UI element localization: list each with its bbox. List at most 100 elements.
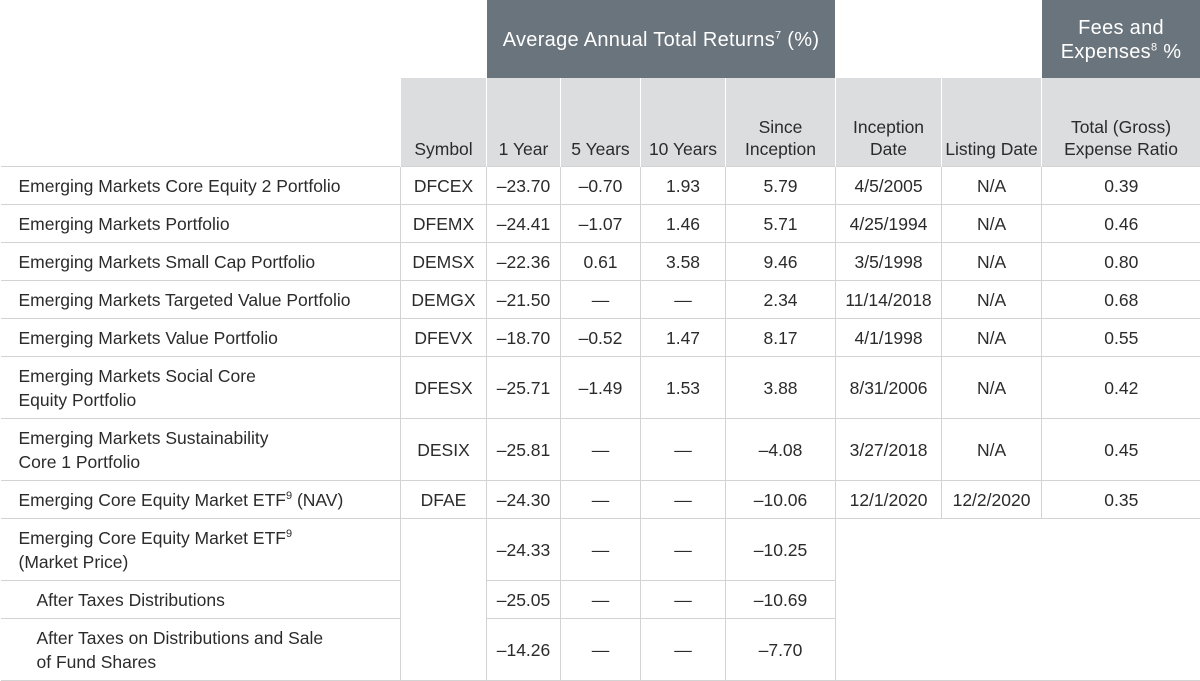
fund-name: Emerging Markets Social Core Equity Port… [1,357,401,419]
fund-name: Emerging Markets Sustainability Core 1 P… [1,419,401,481]
listing-date-cell: N/A [942,281,1042,319]
since-inception-cell: 9.46 [726,243,836,281]
since-inception-cell: 5.71 [726,205,836,243]
1-year-cell: –24.33 [487,519,561,581]
group-header-row: Average Annual Total Returns7 (%) Fees a… [1,0,1200,78]
table-row: Emerging Markets Social Core Equity Port… [1,357,1200,419]
table-row: After Taxes on Distributions and Sale of… [1,619,1200,681]
fund-name-line-1: After Taxes on Distributions and Sale [37,628,324,648]
symbol-cell: DEMSX [401,243,487,281]
expense-ratio-cell: 0.80 [1042,243,1200,281]
fund-name-footnote: 9 [286,490,292,502]
fund-name-line-2: (Market Price) [19,552,129,572]
table-row: Emerging Markets Portfolio DFEMX –24.41 … [1,205,1200,243]
avg-annual-returns-header: Average Annual Total Returns7 (%) [487,0,836,78]
fees-footnote: 8 [1151,41,1157,53]
5-years-cell: –1.49 [561,357,641,419]
10-years-cell: 3.58 [641,243,726,281]
empty-trailing-cells [836,519,1200,581]
table-row: Emerging Markets Value Portfolio DFEVX –… [1,319,1200,357]
listing-date-cell: 12/2/2020 [942,481,1042,519]
expense-ratio-column-header: Total (Gross) Expense Ratio [1042,78,1200,167]
group-header-blank [1,0,487,78]
1-year-cell: –14.26 [487,619,561,681]
symbol-cell: DFCEX [401,167,487,205]
fund-name-column-header [1,78,401,167]
empty-trailing-cells [836,581,1200,619]
listing-date-cell: N/A [942,357,1042,419]
expense-ratio-cell: 0.46 [1042,205,1200,243]
10-years-column-header: 10 Years [641,78,726,167]
fund-name: After Taxes Distributions [1,581,401,619]
column-header-row: Symbol 1 Year 5 Years 10 Years Since Inc… [1,78,1200,167]
10-years-cell: — [641,581,726,619]
1-year-cell: –21.50 [487,281,561,319]
inception-date-cell: 4/5/2005 [836,167,942,205]
listing-date-cell: N/A [942,205,1042,243]
fund-name-footnote: 9 [286,528,292,540]
fund-name: Emerging Markets Small Cap Portfolio [1,243,401,281]
fees-label: Fees and Expenses [1061,17,1164,63]
expense-ratio-cell: 0.55 [1042,319,1200,357]
table-row: Emerging Core Equity Market ETF9 (NAV) D… [1,481,1200,519]
fund-name: Emerging Markets Targeted Value Portfoli… [1,281,401,319]
symbol-cell: DFEVX [401,319,487,357]
inception-date-cell: 4/25/1994 [836,205,942,243]
fund-name: Emerging Markets Core Equity 2 Portfolio [1,167,401,205]
fund-name-line-1: Emerging Markets Sustainability [19,428,269,448]
10-years-cell: — [641,419,726,481]
fund-name: Emerging Markets Portfolio [1,205,401,243]
since-inception-column-header: Since Inception [726,78,836,167]
symbol-cell-empty [401,619,487,681]
10-years-cell: — [641,481,726,519]
group-header-blank-2 [836,0,1042,78]
fund-name-line-1: Emerging Core Equity Market ETF [19,528,286,548]
since-inception-cell: 3.88 [726,357,836,419]
inception-date-cell: 11/14/2018 [836,281,942,319]
10-years-cell: 1.47 [641,319,726,357]
symbol-cell-empty [401,581,487,619]
table-row: After Taxes Distributions –25.05 — — –10… [1,581,1200,619]
inception-date-cell: 8/31/2006 [836,357,942,419]
1-year-cell: –23.70 [487,167,561,205]
expense-ratio-cell: 0.35 [1042,481,1200,519]
since-inception-cell: –10.06 [726,481,836,519]
avg-returns-label: Average Annual Total Returns [503,29,775,51]
since-inception-cell: 8.17 [726,319,836,357]
symbol-cell-empty [401,519,487,581]
fund-name: Emerging Core Equity Market ETF9 (NAV) [1,481,401,519]
table-row: Emerging Markets Targeted Value Portfoli… [1,281,1200,319]
5-years-cell: — [561,281,641,319]
since-inception-cell: 5.79 [726,167,836,205]
listing-date-cell: N/A [942,419,1042,481]
10-years-cell: 1.53 [641,357,726,419]
expense-ratio-cell: 0.39 [1042,167,1200,205]
inception-date-cell: 12/1/2020 [836,481,942,519]
listing-date-cell: N/A [942,319,1042,357]
10-years-cell: — [641,519,726,581]
1-year-cell: –25.81 [487,419,561,481]
1-year-cell: –24.41 [487,205,561,243]
avg-returns-footnote: 7 [775,29,781,41]
fund-name-line-1: Emerging Markets Social Core [19,366,256,386]
listing-date-cell: N/A [942,167,1042,205]
listing-date-column-header: Listing Date [942,78,1042,167]
symbol-cell: DEMGX [401,281,487,319]
5-years-cell: — [561,419,641,481]
fund-name: Emerging Core Equity Market ETF9 (Market… [1,519,401,581]
fund-name-text: Emerging Core Equity Market ETF [19,490,286,510]
empty-trailing-cells [836,619,1200,681]
table-row: Emerging Markets Sustainability Core 1 P… [1,419,1200,481]
5-years-cell: 0.61 [561,243,641,281]
10-years-cell: 1.93 [641,167,726,205]
fund-name: Emerging Markets Value Portfolio [1,319,401,357]
fund-name-line-2: of Fund Shares [37,652,157,672]
symbol-cell: DFAE [401,481,487,519]
5-years-cell: –0.70 [561,167,641,205]
table-row: Emerging Core Equity Market ETF9 (Market… [1,519,1200,581]
fund-name-line-2: Equity Portfolio [19,390,137,410]
since-inception-cell: –7.70 [726,619,836,681]
10-years-cell: 1.46 [641,205,726,243]
fund-name: After Taxes on Distributions and Sale of… [1,619,401,681]
